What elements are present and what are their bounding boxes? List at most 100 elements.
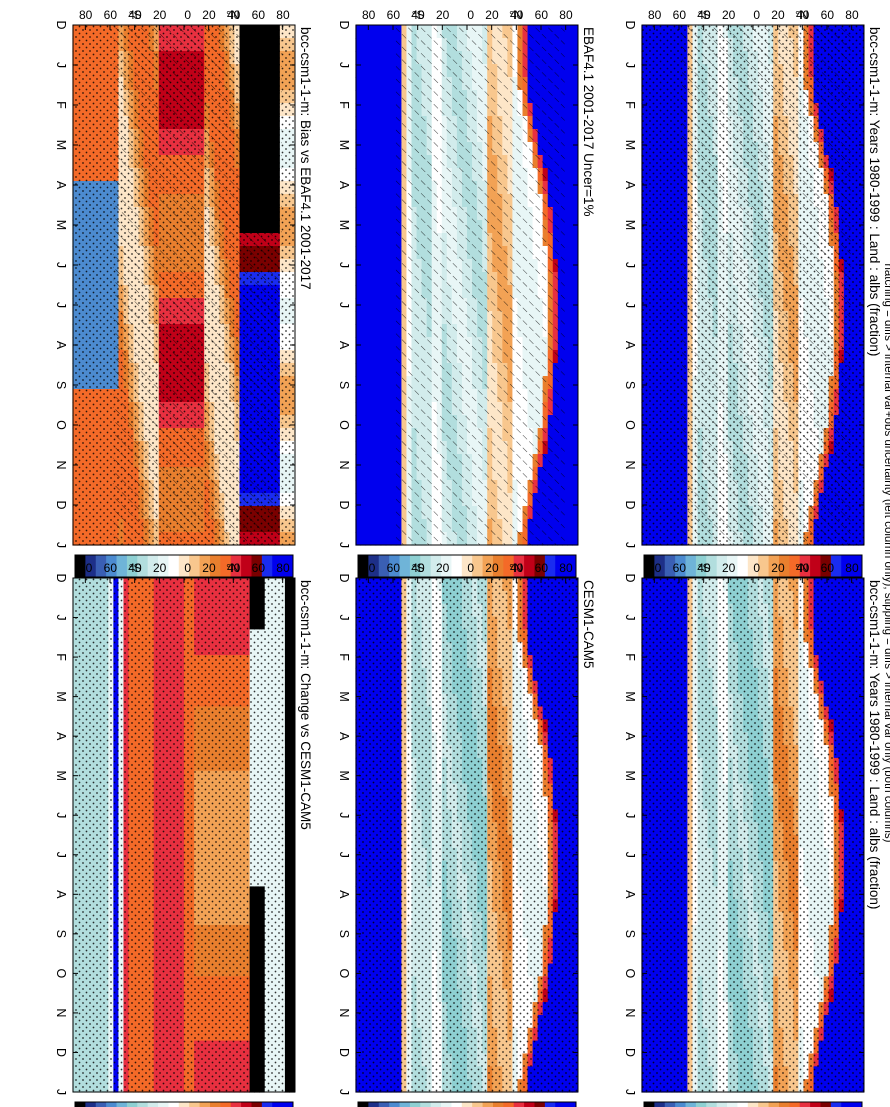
heatmap-cell — [572, 480, 578, 494]
panel-grid: bcc-csm1-1-m: Years 1980-1999 : Land : a… — [54, 8, 882, 1107]
x-tick-label: S — [623, 381, 637, 389]
heatmap-cell — [567, 402, 573, 416]
heatmap-cell — [572, 402, 578, 416]
colorbar-swatch — [820, 1102, 831, 1107]
colorbar-swatch — [809, 1102, 821, 1107]
heatmap-cell — [572, 25, 578, 39]
y-tick-label: 80 — [648, 8, 662, 22]
heatmap-cell — [567, 246, 573, 260]
colorbar-swatch — [685, 1102, 696, 1107]
heatmap-cell — [572, 259, 578, 273]
hemisphere-label: °N — [795, 561, 808, 575]
x-tick-label: O — [623, 420, 637, 430]
heatmap-cell — [572, 90, 578, 104]
x-tick-label: D — [623, 573, 637, 582]
x-tick-label: J — [623, 614, 637, 620]
panel-title: bcc-csm1-1-m: Years 1980-1999 : Land : a… — [867, 580, 882, 909]
heatmap-cell — [572, 220, 578, 234]
y-tick-label: 0 — [753, 561, 760, 575]
panel-top-left: bcc-csm1-1-m: Years 1980-1999 : Land : a… — [623, 8, 882, 605]
colorbar-swatch — [664, 1102, 676, 1107]
heatmap-cell — [572, 116, 578, 130]
y-tick-label: 60 — [673, 561, 687, 575]
colorbar-swatch — [705, 1102, 717, 1107]
heatmap-cell — [572, 376, 578, 390]
heatmap-cell — [567, 467, 573, 481]
heatmap-cell — [567, 480, 573, 494]
heatmap-cell — [567, 532, 573, 546]
colorbar-swatch — [830, 1102, 842, 1107]
colorbar-swatch — [747, 1102, 759, 1107]
x-tick-label: A — [623, 181, 637, 190]
heatmap-cell — [567, 142, 573, 156]
y-tick-label: 80 — [648, 561, 662, 575]
colorbar-swatch — [851, 1102, 862, 1107]
x-tick-label: J — [623, 302, 637, 308]
x-tick-label: D — [623, 1048, 637, 1057]
colorbar-swatch — [737, 1102, 748, 1107]
heatmap-cell — [572, 428, 578, 442]
hemisphere-label: °N — [795, 8, 808, 22]
panel-top-right: bcc-csm1-1-m: Years 1980-1999 : Land : a… — [623, 561, 882, 1107]
heatmap-cell — [567, 311, 573, 325]
x-tick-label: D — [623, 20, 637, 29]
heatmap-cell — [572, 77, 578, 91]
colorbar-swatch — [799, 1102, 811, 1107]
heatmap-cell — [572, 363, 578, 377]
colorbar-swatch — [757, 1102, 769, 1107]
heatmap-cell — [567, 194, 573, 208]
y-tick-label: 80 — [845, 561, 859, 575]
x-tick-label: J — [623, 1089, 637, 1095]
x-tick-label: O — [623, 969, 637, 979]
y-tick-label: 60 — [673, 8, 687, 22]
heatmap-cell — [567, 493, 573, 507]
x-tick-label: J — [623, 262, 637, 268]
heatmap-cell — [572, 454, 578, 468]
heatmap-cell — [567, 350, 573, 364]
colorbar-swatch — [716, 1102, 728, 1107]
hemisphere-label: °S — [698, 561, 711, 575]
heatmap-cell — [572, 38, 578, 52]
heatmap-cell — [572, 350, 578, 364]
x-tick-label: N — [623, 460, 637, 469]
heatmap-cell — [572, 324, 578, 338]
heatmap-cell — [567, 428, 573, 442]
panel-middle-left: EBAF4.1 2001-2017 Uncer=1%DJFMAMJJASONDJ… — [337, 8, 596, 605]
y-tick-label: 0 — [753, 8, 760, 22]
panel-title: EBAF4.1 2001-2017 Uncer=1% — [581, 27, 596, 217]
heatmap-cell — [567, 155, 573, 169]
heatmap-cell — [572, 207, 578, 221]
x-tick-label: J — [623, 852, 637, 858]
stippling-overlay — [642, 578, 864, 1092]
heatmap-cell — [567, 376, 573, 390]
heatmap-cell — [567, 181, 573, 195]
colorbar-swatch — [778, 1102, 790, 1107]
heatmap-cell — [567, 77, 573, 91]
heatmap-cell — [567, 64, 573, 78]
colorbar-swatch — [685, 555, 696, 577]
heatmap-cell — [572, 142, 578, 156]
heatmap-cell — [567, 220, 573, 234]
x-tick-label: J — [623, 812, 637, 818]
heatmap-cell — [567, 389, 573, 403]
heatmap-cell — [567, 272, 573, 286]
colorbar-swatch — [653, 1102, 665, 1107]
heatmap-cell — [567, 129, 573, 143]
x-tick-label: M — [623, 220, 637, 230]
y-tick-label: 60 — [821, 8, 835, 22]
y-tick-label: 60 — [821, 561, 835, 575]
x-tick-label: A — [623, 732, 637, 741]
panel-title: bcc-csm1-1-m: Years 1980-1999 : Land : a… — [867, 27, 882, 356]
heatmap-cell — [572, 389, 578, 403]
heatmap-cell — [572, 506, 578, 520]
colorbar-swatch — [695, 1102, 707, 1107]
heatmap-cell — [572, 311, 578, 325]
heatmap-cell — [572, 272, 578, 286]
colorbar-swatch — [840, 1102, 852, 1107]
heatmap-cell — [572, 194, 578, 208]
rotated-canvas: hatching = diffs > internal var+obs unce… — [54, 8, 890, 1107]
hemisphere-label: °S — [698, 8, 711, 22]
colorbar-swatch — [788, 1102, 800, 1107]
heatmap-cell — [572, 181, 578, 195]
